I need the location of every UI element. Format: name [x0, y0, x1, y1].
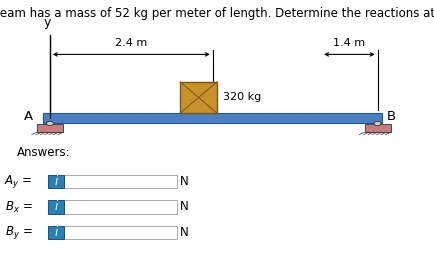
Text: i: i [54, 226, 58, 239]
Bar [48, 226, 64, 239]
Text: i: i [54, 200, 58, 214]
Text: 2.4 m: 2.4 m [115, 38, 148, 48]
Text: Answers:: Answers: [17, 146, 71, 159]
Text: $B_y$ =: $B_y$ = [5, 224, 33, 241]
Bar [37, 124, 63, 132]
Bar [64, 175, 177, 188]
Bar [43, 113, 382, 123]
Text: B: B [386, 110, 395, 123]
Bar [64, 226, 177, 239]
Text: y: y [44, 16, 51, 29]
Bar [48, 175, 64, 188]
Bar [365, 124, 391, 132]
Text: The uniform beam has a mass of 52 kg per meter of length. Determine the reaction: The uniform beam has a mass of 52 kg per… [0, 7, 434, 20]
Text: $B_x$ =: $B_x$ = [5, 199, 33, 215]
Text: i: i [54, 175, 58, 188]
Bar [48, 200, 64, 214]
Bar [64, 200, 177, 214]
Bar [180, 82, 217, 113]
Circle shape [374, 121, 381, 126]
Text: N: N [180, 200, 189, 214]
Text: 1.4 m: 1.4 m [333, 38, 365, 48]
Circle shape [46, 121, 53, 126]
Text: N: N [180, 175, 189, 188]
Text: N: N [180, 226, 189, 239]
Text: 320 kg: 320 kg [223, 92, 261, 101]
Text: A: A [23, 110, 33, 123]
Text: $A_y$ =: $A_y$ = [4, 173, 33, 190]
